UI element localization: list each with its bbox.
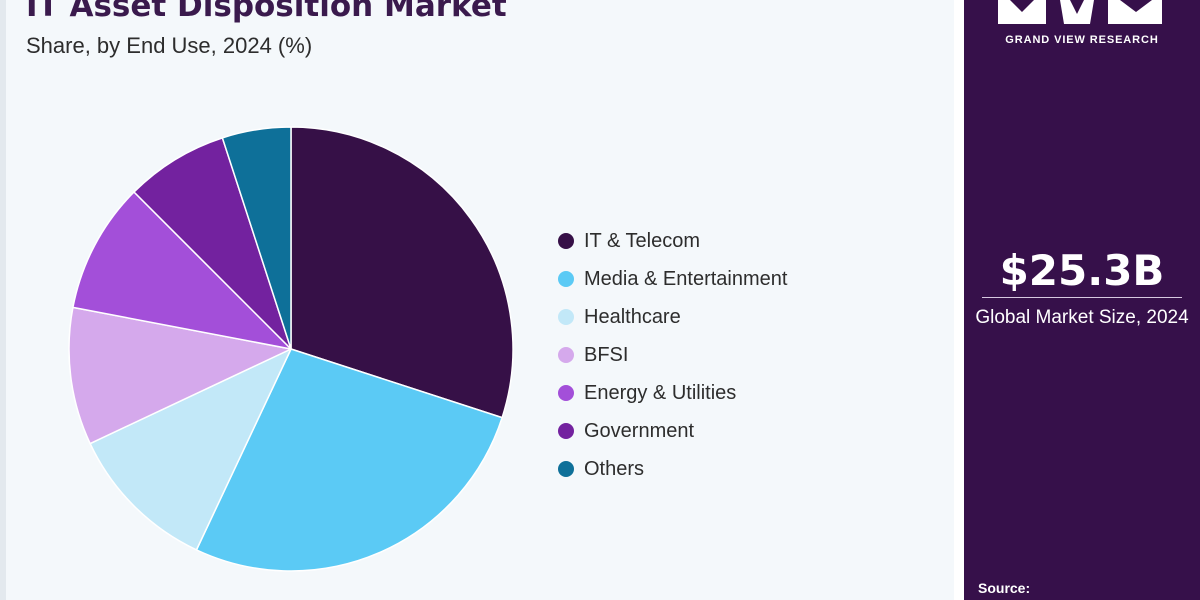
legend-swatch [558,309,574,325]
legend-item-government: Government [558,412,787,450]
legend-item-healthcare: Healthcare [558,298,787,336]
brand-name: GRAND VIEW RESEARCH [1005,34,1159,46]
chart-title: IT Asset Disposition Market [26,0,507,24]
legend-swatch [558,423,574,439]
legend-label: BFSI [584,343,629,366]
legend-swatch [558,233,574,249]
pie-slice-energy-and-utilities [72,191,292,350]
legend-swatch [558,271,574,287]
legend-label: Government [584,419,695,442]
market-size-value: $25.3B [999,246,1165,295]
legend-swatch [558,461,574,477]
legend-swatch [558,347,574,363]
chart-subtitle: Share, by End Use, 2024 (%) [26,33,313,58]
pie-slice-government [133,137,292,350]
value-divider-line [982,297,1182,298]
pie-slice-others [221,126,292,350]
source-label: Source: [978,580,1031,596]
legend-label: IT & Telecom [584,229,700,252]
side-panel: GRAND VIEW RESEARCH $25.3B Global Market… [964,0,1200,600]
market-size-caption: Global Market Size, 2024 [975,307,1189,328]
pie-slice-healthcare [89,348,292,551]
legend-item-others: Others [558,450,787,488]
legend-item-media-and-entertainment: Media & Entertainment [558,260,787,298]
panel-divider [954,0,964,600]
legend-item-energy-and-utilities: Energy & Utilities [558,374,787,412]
pie-chart [68,126,514,572]
legend-label: Media & Entertainment [584,267,788,290]
legend-label: Energy & Utilities [584,381,737,404]
legend-item-it-and-telecom: IT & Telecom [558,222,787,260]
pie-slice-media-and-entertainment [195,348,503,572]
chart-legend: IT & Telecom Media & Entertainment Healthc… [558,222,787,488]
legend-label: Others [584,457,645,480]
left-edge-strip [0,0,6,600]
brand-logo-icon [998,0,1162,24]
legend-label: Healthcare [584,305,681,328]
pie-slice-it-and-telecom [290,126,514,419]
legend-swatch [558,385,574,401]
legend-item-bfsi: BFSI [558,336,787,374]
pie-slice-bfsi [68,306,292,445]
